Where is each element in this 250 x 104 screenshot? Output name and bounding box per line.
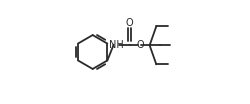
Text: O: O — [136, 40, 144, 50]
Text: O: O — [126, 18, 134, 28]
Text: NH: NH — [109, 40, 124, 50]
